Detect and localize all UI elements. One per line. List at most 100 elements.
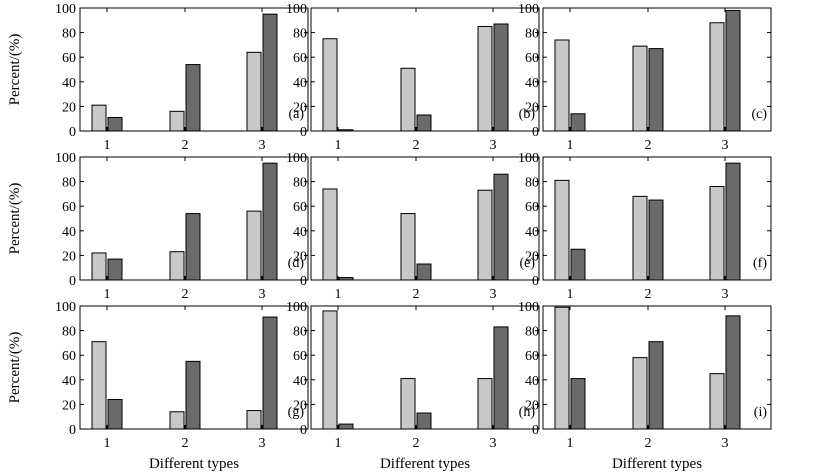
panel-label: (f)	[753, 256, 767, 271]
bar-dark-1	[570, 113, 586, 132]
y-tick-label: 0	[300, 274, 307, 289]
axes-box	[542, 7, 772, 132]
y-axis-title: Percent/(%)	[7, 332, 23, 404]
bar-light-3	[709, 22, 725, 132]
bar-dark-1	[570, 378, 586, 430]
y-tick-label: 20	[62, 398, 76, 413]
y-tick-label: 60	[293, 200, 307, 215]
y-tick-label: 20	[62, 249, 76, 264]
bar-light-2	[400, 213, 416, 281]
bar-light-3	[246, 51, 262, 132]
x-tick-label: 1	[335, 436, 342, 451]
x-tick-label: 3	[722, 287, 729, 302]
subplot-a: 0 20 40 60 80 100 1 2 3 (a)	[55, 2, 309, 153]
axes-box	[542, 156, 772, 281]
bar-light-1	[91, 341, 107, 430]
bar-dark-2	[185, 360, 201, 430]
bar-light-3	[477, 25, 493, 132]
y-tick-label: 80	[293, 176, 307, 191]
y-tick-label: 60	[62, 349, 76, 364]
x-tick-label: 1	[567, 287, 574, 302]
y-tick-label: 60	[525, 200, 539, 215]
y-tick-label: 0	[69, 125, 76, 140]
subplot-h: 0 20 40 60 80 100 1 2 3 (h)	[286, 300, 540, 451]
panel-label: (d)	[288, 256, 305, 271]
bar-light-3	[477, 378, 493, 430]
x-tick-label: 2	[182, 287, 189, 302]
x-tick-label: 3	[722, 436, 729, 451]
y-tick-label: 40	[62, 225, 76, 240]
x-tick-label: 2	[413, 436, 420, 451]
axes-box	[310, 156, 540, 281]
x-tick-label: 1	[567, 436, 574, 451]
panel-label: (g)	[288, 405, 305, 420]
y-tick-label: 0	[300, 125, 307, 140]
y-tick-label: 100	[55, 151, 76, 166]
bar-dark-3	[725, 162, 741, 281]
x-tick-label: 1	[335, 138, 342, 153]
x-tick-label: 3	[490, 138, 497, 153]
bar-light-2	[632, 45, 648, 132]
x-axis-title: Different types	[380, 456, 470, 472]
y-tick-label: 20	[525, 398, 539, 413]
subplot-g: 0 20 40 60 80 100 1 2 3 (g)	[55, 300, 309, 451]
bar-light-1	[91, 252, 107, 281]
bar-light-2	[400, 378, 416, 430]
y-tick-label: 80	[293, 325, 307, 340]
y-tick-label: 100	[55, 2, 76, 17]
x-tick-label: 2	[182, 138, 189, 153]
bar-light-1	[322, 188, 338, 281]
y-tick-label: 60	[62, 51, 76, 66]
bar-dark-3	[725, 9, 741, 132]
axes-box	[542, 305, 772, 430]
bar-dark-2	[185, 213, 201, 281]
y-tick-label: 60	[525, 51, 539, 66]
bar-light-2	[400, 67, 416, 132]
x-tick-label: 3	[490, 436, 497, 451]
bar-light-2	[632, 357, 648, 430]
x-tick-label: 1	[335, 287, 342, 302]
y-tick-label: 20	[293, 100, 307, 115]
bar-dark-1	[107, 258, 123, 281]
bar-light-3	[246, 210, 262, 281]
subplot-c: 0 20 40 60 80 100 1 2 3 (c)	[518, 2, 772, 153]
panel-label: (b)	[519, 107, 536, 122]
y-tick-label: 0	[69, 274, 76, 289]
y-tick-label: 80	[62, 176, 76, 191]
bar-dark-3	[262, 13, 278, 132]
x-tick-label: 1	[104, 287, 111, 302]
axes-box	[310, 7, 540, 132]
y-tick-label: 100	[286, 2, 307, 17]
bar-light-1	[322, 38, 338, 132]
x-axis-title: Different types	[612, 456, 702, 472]
axes-box	[79, 7, 309, 132]
y-tick-label: 40	[62, 374, 76, 389]
bar-light-3	[477, 189, 493, 281]
y-tick-label: 100	[286, 300, 307, 315]
y-tick-label: 60	[62, 200, 76, 215]
y-tick-label: 20	[62, 100, 76, 115]
panel-label: (i)	[754, 405, 768, 420]
y-tick-label: 40	[525, 374, 539, 389]
bar-light-1	[554, 39, 570, 132]
y-tick-label: 80	[62, 325, 76, 340]
x-tick-label: 3	[490, 287, 497, 302]
x-tick-label: 2	[645, 287, 652, 302]
bar-light-3	[709, 186, 725, 281]
y-tick-label: 60	[525, 349, 539, 364]
y-tick-label: 100	[518, 2, 539, 17]
y-tick-label: 40	[525, 76, 539, 91]
panel-label: (a)	[288, 107, 304, 122]
y-tick-label: 20	[293, 398, 307, 413]
y-tick-label: 20	[293, 249, 307, 264]
panel-label: (h)	[519, 405, 536, 420]
bar-dark-1	[107, 116, 123, 132]
bar-dark-3	[262, 162, 278, 281]
bar-light-1	[322, 310, 338, 430]
y-tick-label: 0	[300, 423, 307, 438]
y-tick-label: 0	[532, 125, 539, 140]
subplot-i: 0 20 40 60 80 100 1 2 3 (i)	[518, 300, 772, 451]
y-tick-label: 80	[525, 325, 539, 340]
bar-dark-3	[725, 315, 741, 430]
